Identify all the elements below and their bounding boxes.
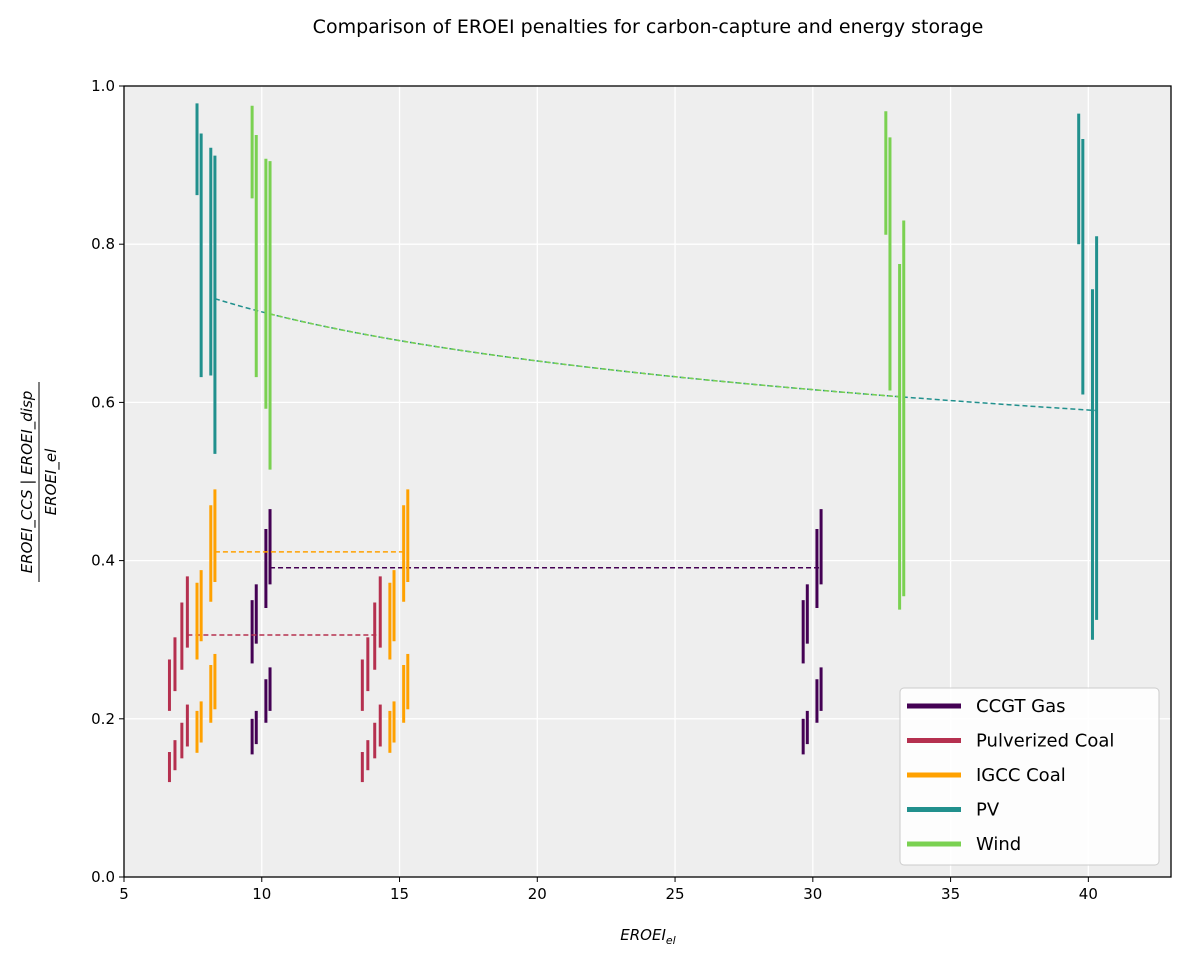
y-tick-label: 0.8 [91,235,115,253]
y-tick-label: 1.0 [91,77,115,95]
y-tick-label: 0.0 [91,868,115,886]
x-tick-label: 15 [390,885,409,903]
y-axis-label-denominator: EROEI_el [42,448,61,515]
x-tick-label: 25 [666,885,685,903]
y-tick-label: 0.2 [91,710,115,728]
x-tick-label: 5 [119,885,129,903]
legend-label-wind: Wind [976,834,1021,855]
legend-label-igcc: IGCC Coal [976,765,1066,786]
x-tick-label: 40 [1079,885,1098,903]
x-axis-label: EROEIel [620,926,675,947]
y-axis-label-numerator: EROEI_CCS | EROEI_disp [18,391,37,574]
x-tick-label: 30 [803,885,822,903]
legend-label-ccgt: CCGT Gas [976,696,1066,717]
x-tick-label: 20 [528,885,547,903]
x-axis-label-main: EROEI [620,926,666,944]
chart-title: Comparison of EROEI penalties for carbon… [313,16,984,38]
legend-label-pv: PV [976,800,1000,821]
y-tick-label: 0.4 [91,552,115,570]
y-tick-label: 0.6 [91,393,115,411]
x-axis-label-sub: el [666,934,676,947]
x-tick-label: 10 [252,885,271,903]
y-axis-label: EROEI_CCS | EROEI_disp EROEI_el [18,382,61,582]
x-tick-label: 35 [941,885,960,903]
legend: CCGT Gas Pulverized Coal IGCC Coal PV Wind [900,688,1159,865]
legend-label-pc: Pulverized Coal [976,731,1114,752]
